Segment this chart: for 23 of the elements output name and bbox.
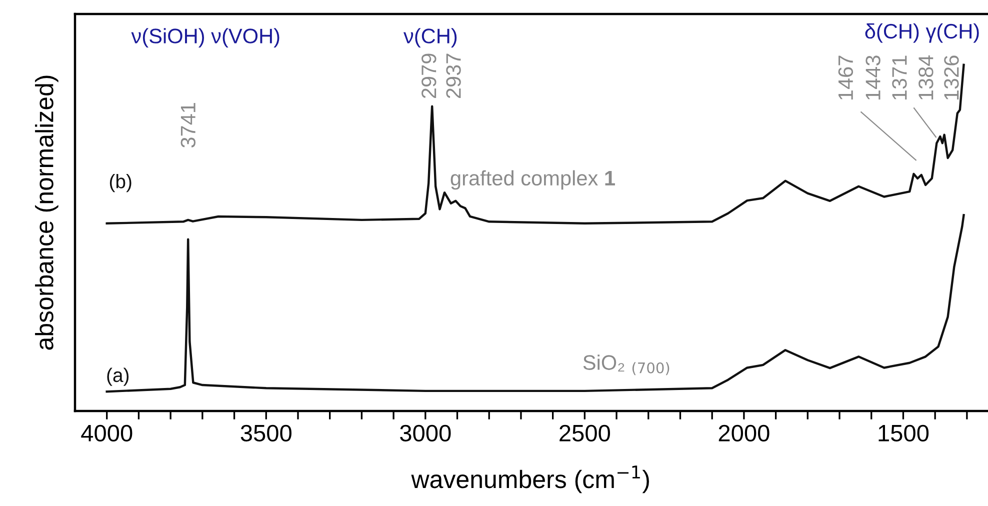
annotation: 1371 [892, 56, 907, 100]
annotation: (a) [107, 368, 129, 386]
x-tick-label: 2000 [718, 424, 770, 442]
x-tick-label: 4000 [81, 424, 132, 442]
x-axis-title: wavenumbers (cm$^{−1}$) [411, 466, 649, 494]
x-tick-label: 1500 [878, 424, 929, 442]
annotation: 1326 [944, 56, 959, 100]
annotation: (b) [110, 174, 132, 192]
x-tick-label: 2500 [560, 424, 610, 442]
annotation: 1443 [866, 56, 880, 100]
text: ν(SiOH) ν(VOH) [131, 28, 280, 48]
text: δ(CH) γ(CH) [865, 23, 979, 43]
annotation: 3741 [180, 103, 196, 148]
annotation: 1384 [918, 55, 934, 100]
annotation: SiO₂ $_{(700)}$ [583, 354, 670, 376]
annotation: 1467 [838, 56, 854, 100]
annotation: 2979 [422, 54, 436, 98]
text: ν(CH) [403, 28, 457, 48]
x-tick-label: 3500 [240, 424, 292, 442]
annotation: grafted complex 1 [450, 170, 615, 190]
annotation: 2937 [446, 54, 461, 98]
y-axis-title: absorbance (normalized) [35, 76, 58, 350]
x-tick-label: 3000 [400, 424, 451, 442]
